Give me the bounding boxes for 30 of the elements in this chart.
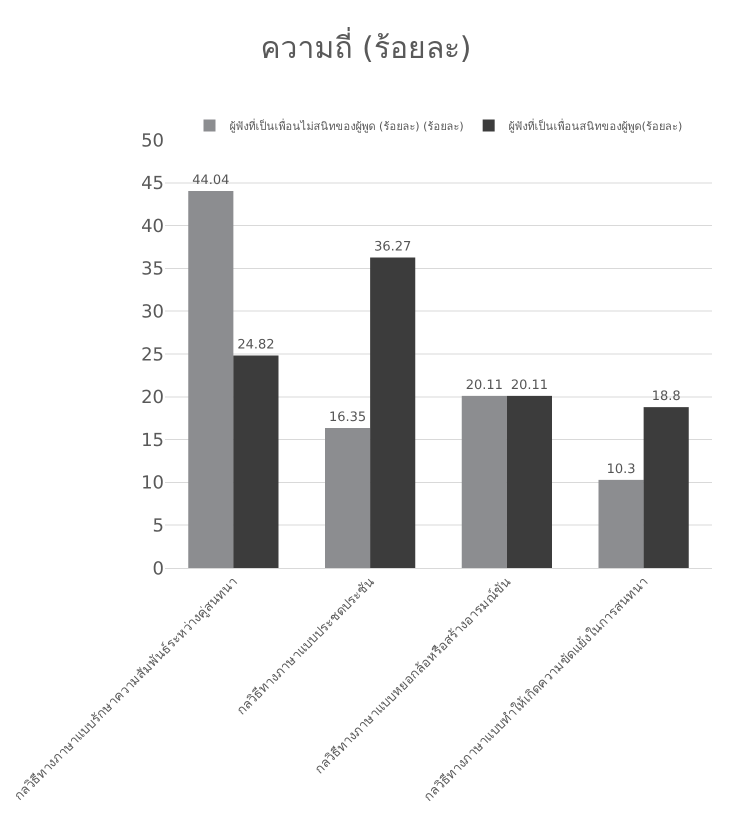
y-tick-label: 45: [141, 173, 164, 194]
data-label: 44.04: [192, 173, 230, 188]
y-tick-label: 20: [141, 387, 164, 408]
bar: [462, 396, 507, 568]
bar: [325, 428, 370, 568]
bar: [233, 356, 278, 568]
y-tick-label: 5: [152, 516, 164, 536]
bar: [506, 396, 552, 568]
bar: [644, 407, 689, 568]
bar: [598, 480, 644, 568]
y-tick-label: 50: [141, 130, 164, 152]
y-tick-label: 10: [141, 472, 164, 494]
y-tick-label: 30: [141, 302, 164, 322]
y-tick-label: 0: [152, 558, 164, 580]
bar: [370, 258, 416, 568]
data-label: 18.8: [652, 389, 681, 404]
y-tick-label: 25: [141, 344, 164, 366]
y-tick-label: 15: [141, 430, 164, 451]
data-label: 20.11: [466, 378, 503, 393]
legend-label: ผู้ฟังที่เป็นเพื่อนสนิทของผู้พูด(ร้อยละ): [508, 118, 682, 133]
data-label: 10.3: [606, 462, 636, 477]
data-label: 20.11: [510, 378, 548, 393]
bar: [188, 191, 234, 568]
y-tick-label: 35: [141, 258, 164, 280]
legend-label: ผู้ฟังที่เป็นเพื่อนไม่สนิทของผู้พูด (ร้อยละ) (ร้อยละ): [230, 118, 464, 133]
data-label: 36.27: [374, 240, 412, 255]
data-label: 24.82: [237, 338, 275, 353]
data-label: 16.35: [328, 410, 366, 426]
y-tick-label: 40: [141, 216, 164, 237]
chart-title: ความถี่ (ร้อยละ): [260, 26, 472, 66]
